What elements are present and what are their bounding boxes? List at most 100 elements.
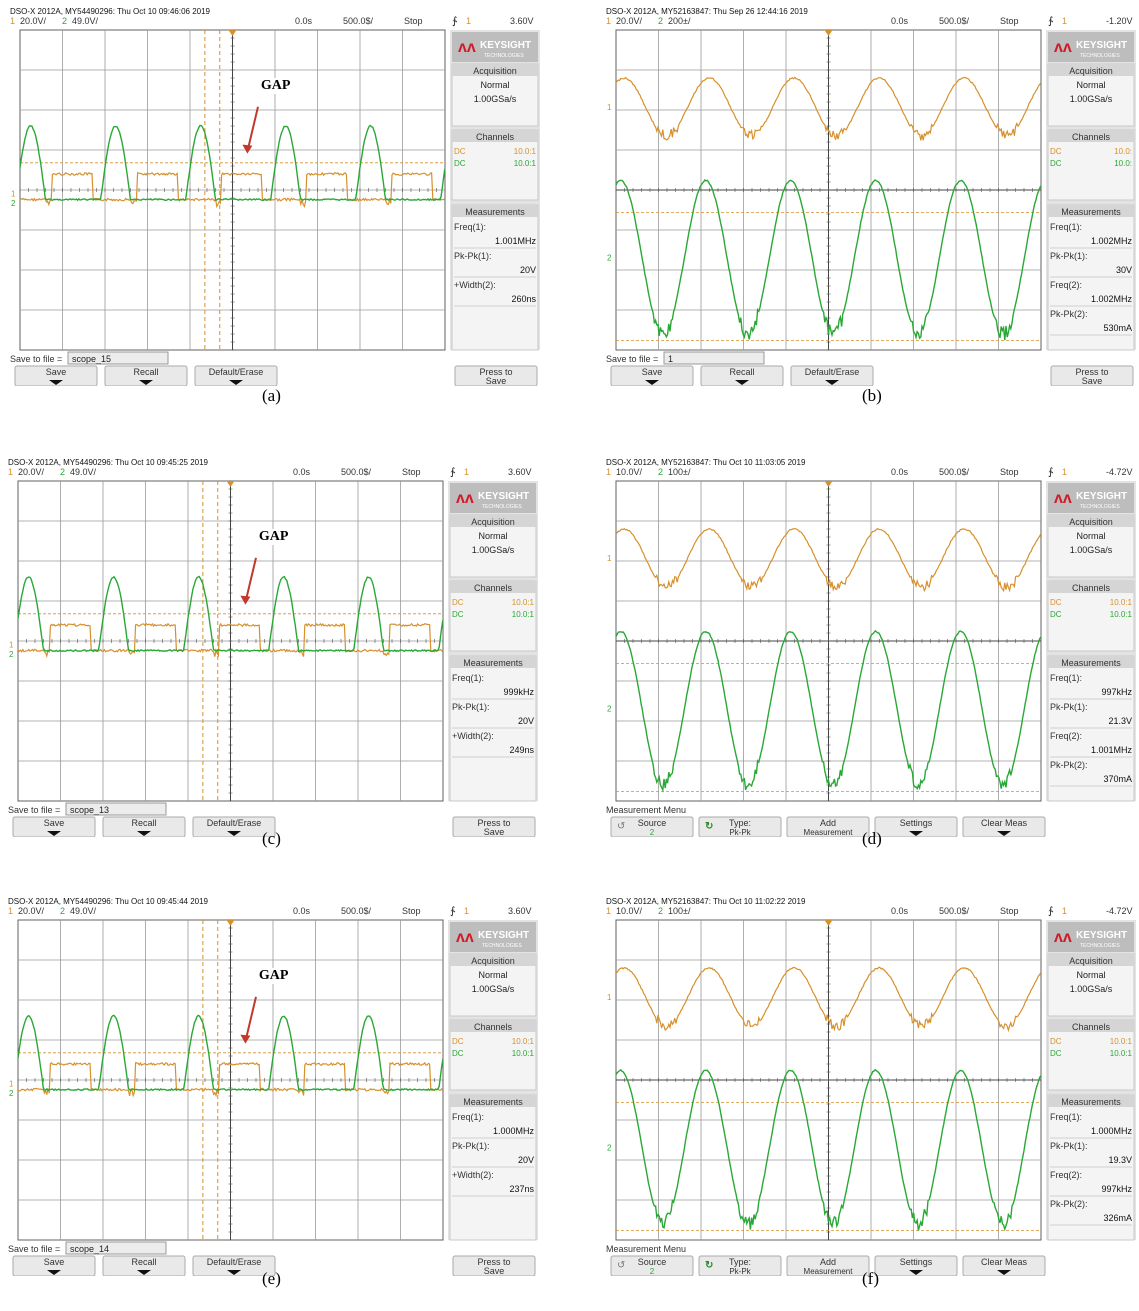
filename-input[interactable]	[67, 351, 169, 365]
softkey-label: Add	[820, 1257, 836, 1267]
time-position: 0.0s	[891, 467, 909, 477]
softkey-button[interactable]	[790, 365, 874, 386]
channel-probe-ratio: 10.0:1	[512, 610, 535, 619]
section-titlebar	[452, 205, 538, 217]
sample-rate: 1.00GSa/s	[474, 94, 517, 104]
ch2-scale: 100±/	[668, 906, 691, 916]
softkey-button[interactable]	[104, 365, 188, 386]
press-to-save-button[interactable]	[454, 365, 538, 386]
softkey-button[interactable]	[874, 816, 958, 837]
channel-coupling: DC	[452, 1049, 464, 1058]
time-scale: 500.0$/	[341, 906, 372, 916]
press-to-save-line1: Press to	[1075, 367, 1108, 377]
section-title: Channels	[1072, 132, 1111, 142]
softkey-button[interactable]	[192, 1255, 276, 1276]
softkey-button[interactable]	[192, 816, 276, 837]
ch1-waveform	[17, 1061, 444, 1098]
scope-screenshot: DSO-X 2012A, MY54490296: Thu Oct 10 09:4…	[8, 897, 538, 1276]
press-to-save-button[interactable]	[452, 816, 536, 837]
ch2-scale: 100±/	[668, 467, 691, 477]
softkey-button[interactable]	[610, 365, 694, 386]
file-prompt-label: Save to file =	[8, 1244, 60, 1254]
gap-arrow-head-icon	[240, 1034, 251, 1044]
measurement-label: Pk-Pk(2):	[1050, 1199, 1088, 1209]
measurement-label: Pk-Pk(1):	[452, 702, 490, 712]
softkey-button[interactable]	[700, 365, 784, 386]
keysight-logo-icon: ʌʌ	[1054, 490, 1072, 507]
down-arrow-icon	[227, 1270, 241, 1275]
filename-input[interactable]	[663, 351, 765, 365]
section-titlebar	[450, 1020, 536, 1032]
measurement-value: 370mA	[1103, 774, 1132, 784]
measurement-value: 1.001MHz	[1091, 745, 1133, 755]
brand-box	[450, 483, 536, 513]
ch1-number: 1	[606, 16, 611, 26]
ch1-ground-marker: 1	[607, 993, 612, 1002]
measurement-value: 260ns	[511, 294, 536, 304]
softkey-button[interactable]	[698, 1255, 782, 1276]
down-arrow-icon	[47, 1270, 61, 1275]
softkey-button[interactable]	[12, 1255, 96, 1276]
press-to-save-line1: Press to	[479, 367, 512, 377]
softkey-button[interactable]	[610, 1255, 694, 1276]
softkey-button[interactable]	[786, 1255, 870, 1276]
measurement-label: Freq(2):	[1050, 280, 1082, 290]
section-title: Acquisition	[1069, 66, 1113, 76]
softkey-button[interactable]	[874, 1255, 958, 1276]
scope-panel: DSO-X 2012A, MY52163847: Thu Oct 10 11:0…	[606, 457, 1136, 848]
brand-name: KEYSIGHT	[480, 40, 531, 51]
channel-probe-ratio: 10.0:1	[1110, 1037, 1133, 1046]
softkey-button[interactable]	[194, 365, 278, 386]
filename-value[interactable]: scope_13	[70, 805, 109, 815]
softkey-button[interactable]	[102, 816, 186, 837]
ch2-number: 2	[60, 467, 65, 477]
softkey-button[interactable]	[962, 816, 1046, 837]
gap-arrow-icon	[244, 996, 257, 1042]
run-state: Stop	[404, 16, 423, 26]
measurement-label: Pk-Pk(2):	[1050, 309, 1088, 319]
keysight-logo-icon: ʌʌ	[458, 39, 476, 56]
channel-probe-ratio: 10.0:1	[512, 598, 535, 607]
filename-value[interactable]: 1	[668, 354, 673, 364]
run-state: Stop	[1000, 16, 1019, 26]
channel-coupling: DC	[452, 1037, 464, 1046]
file-prompt-label: Measurement Menu	[606, 1244, 686, 1254]
brand-subtitle: TECHNOLOGIES	[1080, 504, 1120, 510]
filename-input[interactable]	[65, 1241, 167, 1255]
trigger-time-marker	[228, 30, 237, 36]
measurement-value: 1.000MHz	[1091, 1126, 1133, 1136]
trigger-source: 1	[466, 16, 471, 26]
channel-coupling: DC	[452, 610, 464, 619]
softkey-button[interactable]	[610, 816, 694, 837]
softkey-label: Recall	[729, 367, 754, 377]
down-arrow-icon	[227, 831, 241, 836]
press-to-save-line2: Save	[486, 376, 507, 386]
keysight-logo-icon: ʌʌ	[1054, 39, 1072, 56]
filename-value[interactable]: scope_15	[72, 354, 111, 364]
softkey-label: Save	[44, 818, 65, 828]
press-to-save-button[interactable]	[452, 1255, 536, 1276]
filename-value[interactable]: scope_14	[70, 1244, 109, 1254]
filename-input[interactable]	[65, 802, 167, 816]
scope-header-id: DSO-X 2012A, MY52163847: Thu Sep 26 12:4…	[606, 7, 808, 16]
scope-screenshot: DSO-X 2012A, MY54490296: Thu Oct 10 09:4…	[8, 458, 538, 837]
softkey-button[interactable]	[14, 365, 98, 386]
softkey-button[interactable]	[786, 816, 870, 837]
channel-coupling: DC	[1050, 1037, 1062, 1046]
softkey-button[interactable]	[962, 1255, 1046, 1276]
sample-rate: 1.00GSa/s	[472, 984, 515, 994]
softkey-button[interactable]	[698, 816, 782, 837]
softkey-button[interactable]	[102, 1255, 186, 1276]
softkey-label: Settings	[900, 818, 933, 828]
trigger-time-marker	[824, 481, 833, 487]
ch2-waveform	[17, 1014, 444, 1092]
ch1-waveform	[19, 171, 446, 209]
down-arrow-icon	[137, 831, 151, 836]
run-state: Stop	[402, 467, 421, 477]
softkey-button[interactable]	[12, 816, 96, 837]
ch2-waveform	[17, 575, 444, 653]
ch2-number: 2	[658, 906, 663, 916]
press-to-save-button[interactable]	[1050, 365, 1134, 386]
section-title: Acquisition	[471, 956, 515, 966]
file-prompt-label: Save to file =	[10, 354, 62, 364]
